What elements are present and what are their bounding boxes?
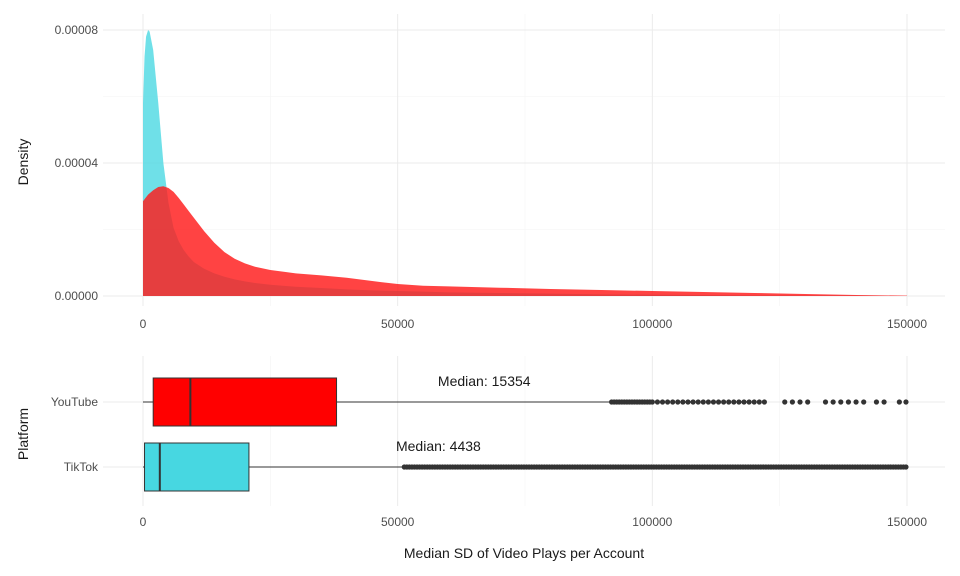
outlier-youtube — [903, 399, 909, 405]
outlier-youtube — [726, 399, 732, 405]
outlier-youtube — [741, 399, 747, 405]
density-x-tick-label: 150000 — [887, 317, 927, 331]
outlier-youtube — [789, 399, 796, 405]
density-x-tick-label: 0 — [140, 317, 147, 331]
outlier-youtube — [659, 399, 666, 405]
outlier-youtube — [721, 399, 727, 405]
outlier-youtube — [690, 399, 696, 405]
boxplot-tick-labels: YouTube TikTok 0 50000 100000 150000 — [51, 395, 928, 529]
outlier-youtube — [756, 399, 762, 405]
box-tiktok — [144, 442, 250, 492]
outlier-youtube — [654, 399, 661, 405]
outlier-youtube — [830, 399, 836, 405]
density-area-youtube — [143, 186, 907, 296]
boxplot-x-tick-label: 50000 — [381, 515, 415, 529]
boxplot-panel: Median: 15354 Median: 4438 YouTube TikTok 0… — [15, 356, 945, 561]
outlier-youtube — [685, 399, 691, 405]
boxplot-x-tick-label: 100000 — [632, 515, 672, 529]
boxplot-y-axis-title: Platform — [15, 408, 31, 460]
outlier-youtube — [853, 399, 859, 405]
density-y-tick-label: 0.00008 — [55, 23, 99, 37]
outlier-youtube — [845, 399, 852, 405]
outlier-youtube — [705, 399, 711, 405]
median-annotation-tiktok: Median: 4438 — [396, 438, 481, 454]
outlier-youtube — [751, 399, 757, 405]
outlier-youtube — [838, 399, 844, 405]
outlier-youtube — [761, 399, 767, 405]
outlier-youtube — [805, 399, 811, 405]
density-areas — [143, 30, 907, 296]
outlier-youtube — [881, 399, 887, 405]
x-axis-title: Median SD of Video Plays per Account — [404, 545, 644, 561]
density-y-axis-title: Density — [15, 139, 31, 186]
boxplot-x-tick-label: 150000 — [887, 515, 927, 529]
outlier-youtube — [710, 399, 717, 405]
box-youtube — [152, 377, 338, 427]
outlier-youtube — [822, 399, 829, 405]
outlier-youtube — [782, 399, 788, 405]
density-tick-labels: 0.00000 0.00004 0.00008 0 50000 100000 150000 — [55, 23, 928, 331]
outlier-youtube — [700, 399, 706, 405]
density-y-tick-label: 0.00004 — [55, 156, 99, 170]
outlier-youtube — [675, 399, 681, 405]
outlier-youtube — [670, 399, 676, 405]
density-x-tick-label: 100000 — [632, 317, 672, 331]
outlier-youtube — [695, 399, 701, 405]
outlier-youtube — [746, 399, 752, 405]
outlier-youtube — [861, 399, 867, 405]
outlier-youtube — [715, 399, 722, 405]
boxplot-marks: Median: 15354 Median: 4438 — [143, 373, 909, 492]
density-y-tick-label: 0.00000 — [55, 289, 99, 303]
outlier-tiktok — [903, 464, 909, 470]
outlier-youtube — [873, 399, 880, 405]
outlier-youtube — [797, 399, 803, 405]
median-annotation-youtube: Median: 15354 — [438, 373, 531, 389]
boxplot-y-tick-label: YouTube — [51, 395, 98, 409]
outlier-youtube — [896, 399, 902, 405]
density-x-tick-label: 50000 — [381, 317, 415, 331]
outlier-youtube — [731, 399, 737, 405]
outlier-youtube — [665, 399, 671, 405]
outlier-youtube — [649, 399, 655, 405]
boxplot-y-tick-label: TikTok — [64, 460, 99, 474]
outlier-youtube — [736, 399, 742, 405]
outlier-youtube — [680, 399, 686, 405]
boxplot-x-tick-label: 0 — [140, 515, 147, 529]
